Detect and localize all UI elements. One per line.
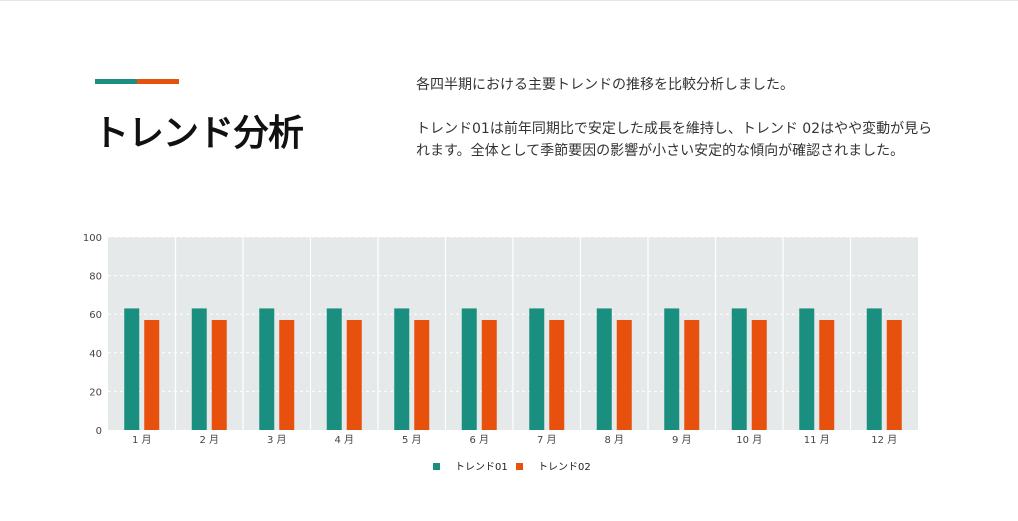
bar-series-1 [731,308,747,430]
legend-label-1: トレンド01 [455,462,508,473]
y-tick-label: 100 [83,233,102,244]
x-tick-label: 5 月 [402,434,422,446]
x-tick-label: 6 月 [469,434,489,446]
legend-label-2: トレンド02 [538,462,591,473]
description-line-1: 各四半期における主要トレンドの推移を比較分析しました。 [416,77,794,93]
bar-series-1 [866,308,882,430]
bar-series-1 [596,308,612,430]
top-divider [0,0,1018,1]
x-tick-label: 2 月 [199,434,219,446]
bar-series-1 [124,308,140,430]
y-tick-label: 60 [89,310,102,321]
y-tick-label: 20 [89,387,102,398]
page-title: トレンド分析 [93,113,304,154]
bar-series-2 [279,319,295,430]
x-tick-label: 11 月 [804,434,830,446]
bar-series-2 [481,319,497,430]
y-tick-label: 0 [96,426,102,437]
bar-series-2 [346,319,362,430]
bar-series-2 [819,319,835,430]
bar-series-1 [191,308,207,430]
bar-series-2 [751,319,767,430]
x-tick-label: 7 月 [537,434,557,446]
title-accent-bar [95,79,179,84]
x-tick-label: 1 月 [132,434,152,446]
x-tick-label: 3 月 [267,434,287,446]
bar-series-2 [549,319,565,430]
bar-series-1 [799,308,815,430]
legend-swatch-2 [516,463,523,470]
bar-series-2 [684,319,700,430]
x-tick-label: 4 月 [334,434,354,446]
x-tick-label: 12 月 [871,434,897,446]
bar-series-2 [211,319,227,430]
bar-series-1 [259,308,275,430]
bar-series-1 [461,308,477,430]
bar-series-1 [394,308,410,430]
y-tick-label: 80 [89,272,102,283]
bar-series-2 [414,319,430,430]
bar-series-2 [616,319,632,430]
legend-swatch-1 [433,463,440,470]
bar-series-1 [664,308,680,430]
x-tick-label: 8 月 [604,434,624,446]
bar-series-2 [144,319,160,430]
bar-series-2 [886,319,902,430]
x-tick-label: 10 月 [736,434,762,446]
description: 各四半期における主要トレンドの推移を比較分析しました。 トレンド01は前年同期比… [416,74,936,162]
y-tick-label: 40 [89,349,102,360]
bar-series-1 [326,308,342,430]
accent-segment-teal [95,79,137,84]
x-tick-label: 9 月 [672,434,692,446]
description-line-2: トレンド01は前年同期比で安定した成長を維持し、トレンド 02はやや変動が見られ… [416,121,933,159]
bar-series-1 [529,308,545,430]
accent-segment-orange [137,79,179,84]
